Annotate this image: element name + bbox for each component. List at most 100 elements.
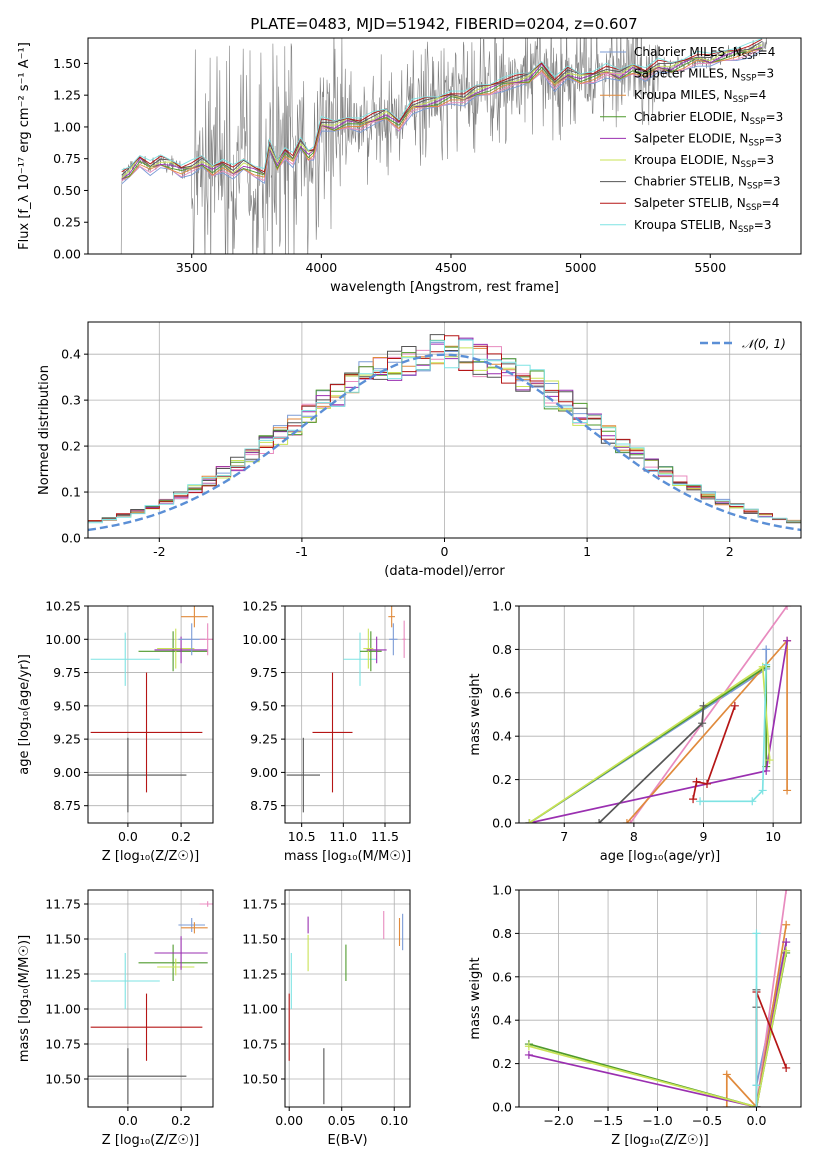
massweight-marker-kroupa_stelib: [696, 797, 705, 806]
massweight-line-salpeter_elodie: [528, 941, 788, 1107]
legend-entry-tail: =3: [754, 218, 772, 232]
x-tick-label: −2.0: [543, 1113, 573, 1128]
data-spectrum-line: [103, 38, 768, 254]
x-tick-label: −1.0: [642, 1113, 672, 1128]
legend-entry-tail: =4: [758, 45, 776, 59]
y-tick-label: 10.50: [45, 1072, 81, 1087]
legend-entry: Chabrier STELIB, NSSP=3: [634, 175, 781, 192]
x-tick-label: 5000: [565, 260, 597, 275]
legend-entry: Salpeter MILES, NSSP=3: [634, 67, 774, 84]
mass_vs_ebv-panel: 0.00 0.05 0.10 10.50 10.75 11.00 11.25 11.50 11.…: [242, 889, 411, 1148]
y-axis-label: mass weight: [468, 957, 483, 1039]
massweight-marker-kroupa_miles: [722, 1103, 731, 1107]
legend-entry-sub: SSP: [747, 182, 763, 192]
massweight-marker-salpeter_miles: [783, 606, 792, 610]
x-tick-label: 4000: [305, 260, 337, 275]
massweight-marker-kroupa_elodie: [525, 819, 534, 823]
legend-entry-tail: =3: [763, 175, 781, 189]
y-axis-label: mass weight: [468, 673, 483, 755]
massweight-marker-salpeter_miles: [782, 890, 791, 894]
model-spectrum-line-kroupa_miles: [121, 47, 763, 180]
massweight_vs_Z-plot-area: [524, 890, 791, 1107]
x-tick-label: 0.2: [171, 1113, 191, 1128]
legend-entry-base: Kroupa STELIB, N: [634, 218, 738, 232]
massweight-marker-kroupa_elodie: [765, 756, 774, 765]
y-tick-label: 9.00: [250, 765, 278, 780]
x-axis-label: wavelength [Angstrom, rest frame]: [330, 280, 559, 295]
massweight-marker-chabrier_stelib: [698, 719, 707, 728]
massweight-marker-kroupa_stelib: [758, 786, 767, 795]
legend-entry-base: Chabrier STELIB, N: [634, 175, 747, 189]
legend-entry-sub: SSP: [742, 52, 758, 62]
legend-entry-tail: =4: [749, 88, 767, 102]
x-tick-label: 0: [441, 544, 449, 559]
massweight-marker-chabrier_miles: [762, 645, 771, 654]
x-tick-label: -1: [296, 544, 308, 559]
massweight-line-salpeter_stelib: [755, 991, 787, 1107]
massweight-marker-salpeter_stelib: [730, 701, 739, 710]
axes-frame: [87, 889, 214, 1108]
x-tick-label: 1: [583, 544, 591, 559]
y-tick-label: 0.0: [61, 531, 81, 546]
y-tick-label: 11.75: [242, 897, 278, 912]
y-tick-label: 1.00: [53, 119, 81, 134]
legend-entry-sub: SSP: [746, 203, 762, 213]
model-spectrum-line-salpeter_elodie: [121, 47, 763, 180]
legend-entry-sub: SSP: [741, 160, 757, 170]
massweight-line-kroupa_miles: [725, 924, 788, 1107]
y-axis-label: Flux [f_λ 10⁻¹⁷ erg cm⁻² s⁻¹ A⁻¹]: [17, 42, 32, 250]
legend-entry: Salpeter STELIB, NSSP=4: [634, 196, 779, 213]
massweight-marker-kroupa_miles: [622, 819, 631, 823]
x-tick-label: 0.0: [747, 1113, 767, 1128]
legend-entry-sub: SSP: [738, 225, 754, 235]
y-tick-label: 9.50: [250, 698, 278, 713]
spectrum-panel: 3500 4000 4500 5000 5500 0.00 0.25 0.50 0.75 1.00…: [17, 37, 802, 295]
residuals-plot-area: [88, 334, 801, 532]
legend-entry: Kroupa MILES, NSSP=4: [634, 88, 766, 105]
massweight-marker-salpeter_stelib: [692, 777, 701, 786]
axes-frame: [518, 889, 802, 1108]
x-tick-label: 0.05: [328, 1113, 356, 1128]
massweight-marker-kroupa_stelib: [752, 929, 761, 938]
y-tick-label: 0.4: [61, 347, 81, 362]
legend-entry-tail: =3: [766, 110, 784, 124]
axes-frame: [87, 321, 802, 539]
y-tick-label: 11.25: [45, 967, 81, 982]
legend-entry-sub: SSP: [750, 117, 766, 127]
y-tick-label: 10.25: [242, 599, 278, 614]
massweight-marker-salpeter_stelib: [703, 779, 711, 788]
axes-frame: [284, 605, 411, 824]
massweight-line-salpeter_stelib: [692, 705, 736, 800]
massweight-line-kroupa_stelib: [700, 664, 768, 803]
massweight-marker-kroupa_stelib: [752, 1103, 761, 1107]
axes-frame: [518, 605, 802, 824]
massweight-line-salpeter_miles: [755, 890, 788, 1107]
age_vs_mass-panel: 10.5 11.0 11.5 8.75 9.00 9.25 9.50 9.75 10.00 10.…: [242, 599, 411, 865]
legend-entry-tail: =3: [764, 131, 782, 145]
massweight-line-salpeter_elodie: [529, 640, 788, 823]
x-tick-label: 0.10: [380, 1113, 408, 1128]
y-tick-label: 10.00: [45, 632, 81, 647]
y-tick-label: 0.2: [492, 1056, 512, 1071]
age_vs_Z-plot-area: [88, 606, 213, 813]
axes-frame: [87, 605, 214, 824]
massweight-marker-salpeter_elodie: [782, 938, 791, 947]
x-tick-label: 10.5: [288, 829, 316, 844]
massweight-marker-chabrier_stelib: [595, 819, 604, 823]
y-tick-label: 0.8: [492, 642, 512, 657]
legend-entry-base: Salpeter MILES, N: [634, 67, 741, 81]
y-tick-label: 1.50: [53, 56, 81, 71]
mass_vs_ebv-plot-area: [288, 911, 404, 1105]
legend-entry-base: Kroupa MILES, N: [634, 88, 733, 102]
y-tick-label: 0.8: [492, 926, 512, 941]
plot-layer: 3500 4000 4500 5000 55000.000.250.500.751.00…: [17, 37, 802, 1148]
legend-entry: Chabrier MILES, NSSP=4: [634, 45, 775, 62]
y-tick-label: 0.0: [492, 1100, 512, 1115]
y-tick-label: 10.75: [242, 1037, 278, 1052]
model-spectrum-line-salpeter_miles: [121, 47, 763, 182]
y-axis-label: Normed distribution: [37, 365, 52, 495]
massweight-line-kroupa_elodie: [528, 950, 788, 1107]
x-tick-label: 11.5: [371, 829, 399, 844]
y-tick-label: 11.00: [242, 1002, 278, 1017]
age_vs_mass-plot-area: [286, 606, 406, 813]
